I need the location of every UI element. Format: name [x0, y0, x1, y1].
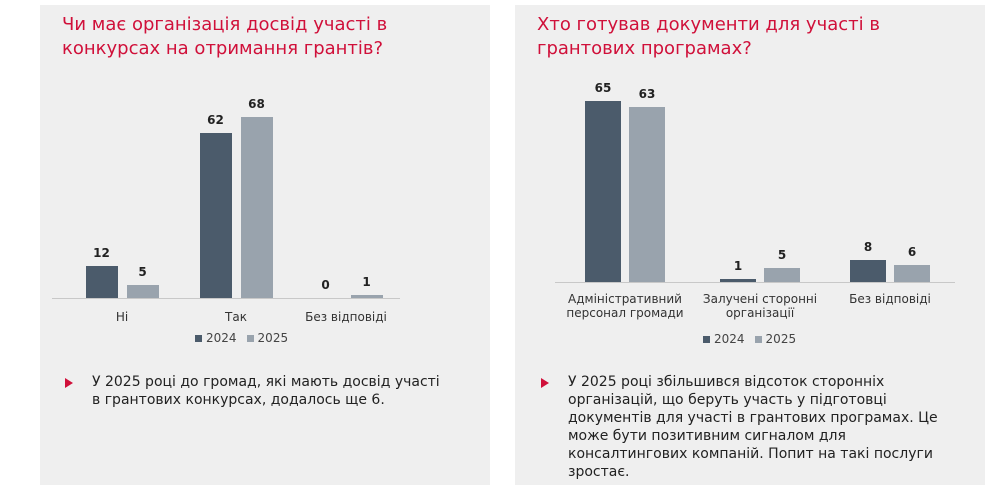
value-label: 8 — [863, 239, 873, 254]
legend-item: 2025 — [754, 332, 797, 346]
legend-swatch — [703, 336, 710, 343]
category-label: Ні — [115, 310, 129, 324]
bar — [764, 268, 800, 282]
legend: 2024 2025 — [703, 332, 796, 346]
legend-swatch — [754, 336, 762, 343]
value-label: 5 — [138, 264, 147, 279]
value-label: 1 — [733, 259, 743, 274]
chart-title: Хто готував документи для участі в грант… — [537, 14, 880, 59]
legend-label: 2024 — [714, 332, 745, 346]
bar — [126, 284, 159, 298]
chart-panel: Чи має організація досвід участі в конку… — [40, 5, 490, 485]
chart-panel: Хто готував документи для участі в грант… — [515, 5, 985, 485]
annotation: У 2025 році до громад, які мають досвід … — [92, 374, 440, 408]
value-label: 5 — [777, 248, 787, 263]
value-label: 6 — [907, 245, 917, 260]
legend-label: 2025 — [257, 331, 289, 345]
x-axis-line — [52, 298, 400, 299]
bar — [850, 259, 886, 282]
bar — [199, 132, 232, 298]
bar — [720, 279, 756, 282]
bar — [629, 106, 665, 282]
value-label: 1 — [362, 275, 371, 290]
category-label: Так — [225, 310, 247, 324]
legend: 2024 2025 — [195, 331, 288, 345]
category-label: Без відповіді — [305, 310, 387, 324]
bar — [85, 266, 118, 298]
category-label: Адміністративний персонал громади — [566, 292, 684, 320]
value-label: 62 — [207, 112, 224, 127]
value-label: 63 — [638, 86, 656, 101]
bar — [350, 295, 383, 298]
legend-item: 2024 — [195, 331, 237, 345]
bullet-marker — [65, 378, 73, 388]
legend-item: 2024 — [703, 332, 745, 346]
category-label: Без відповіді — [849, 292, 931, 306]
bullet-marker — [541, 378, 549, 388]
value-label: 65 — [594, 81, 612, 95]
legend-swatch — [246, 335, 254, 342]
bar — [585, 101, 621, 282]
bar — [894, 265, 930, 282]
bar — [240, 117, 273, 298]
x-axis-line — [555, 282, 955, 283]
annotation: У 2025 році збільшився відсоток сторонні… — [568, 374, 938, 480]
legend-label: 2024 — [206, 331, 237, 345]
value-label: 68 — [248, 97, 265, 111]
legend-swatch — [195, 335, 202, 342]
category-label: Залучені сторонні організації — [702, 292, 818, 320]
value-label: 0 — [321, 278, 330, 292]
chart-title: Чи має організація досвід участі в конку… — [62, 14, 388, 59]
legend-label: 2025 — [765, 332, 797, 346]
legend-item: 2025 — [246, 331, 289, 345]
value-label: 12 — [93, 246, 110, 261]
